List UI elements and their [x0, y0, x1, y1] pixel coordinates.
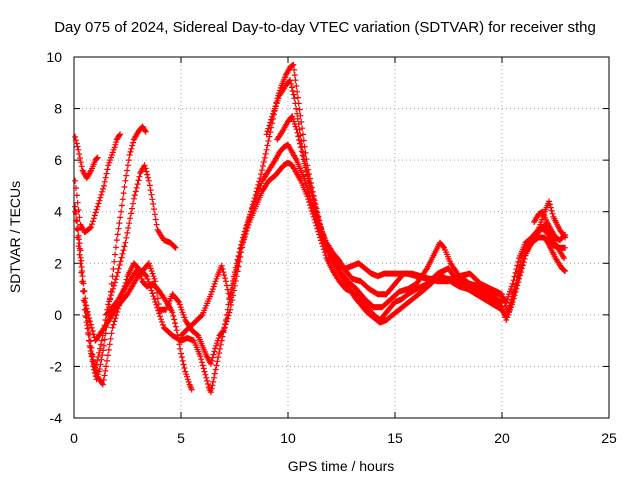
x-tick-label: 20	[494, 430, 510, 446]
y-axis-label: SDTVAR / TECUs	[7, 181, 23, 293]
y-tick-label: -4	[50, 410, 63, 426]
y-tick-label: 4	[54, 204, 62, 220]
data-point-markers	[274, 113, 569, 318]
x-tick-label: 5	[177, 430, 185, 446]
chart-title: Day 075 of 2024, Sidereal Day-to-day VTE…	[54, 19, 596, 36]
grid	[74, 57, 609, 418]
data-points	[72, 61, 569, 396]
axis-ticks: 0 5 10 15 20 25 -4 -2 0 2 4 6 8 10	[46, 49, 617, 446]
y-tick-label: 10	[46, 49, 62, 65]
series-B	[72, 131, 124, 236]
series-K	[531, 208, 569, 244]
data-point-markers	[72, 133, 101, 182]
y-tick-label: 8	[54, 101, 62, 117]
plot-frame	[73, 56, 610, 419]
data-point-markers	[531, 208, 569, 244]
y-tick-label: 2	[54, 255, 62, 271]
x-tick-label: 0	[70, 430, 78, 446]
y-tick-label: 0	[54, 307, 62, 323]
series-J	[274, 113, 569, 318]
x-tick-label: 10	[280, 430, 296, 446]
series-G	[103, 141, 569, 396]
x-tick-label: 15	[387, 430, 403, 446]
data-point-markers	[72, 131, 124, 236]
series-H	[178, 61, 569, 339]
data-point-markers	[103, 141, 569, 396]
y-tick-label: -2	[50, 358, 63, 374]
series-D	[72, 162, 179, 372]
data-point-markers	[178, 61, 569, 339]
x-axis-label: GPS time / hours	[288, 458, 395, 474]
y-tick-label: 6	[54, 152, 62, 168]
x-tick-label: 25	[601, 430, 617, 446]
data-point-markers	[72, 162, 179, 372]
series-A	[72, 133, 101, 182]
